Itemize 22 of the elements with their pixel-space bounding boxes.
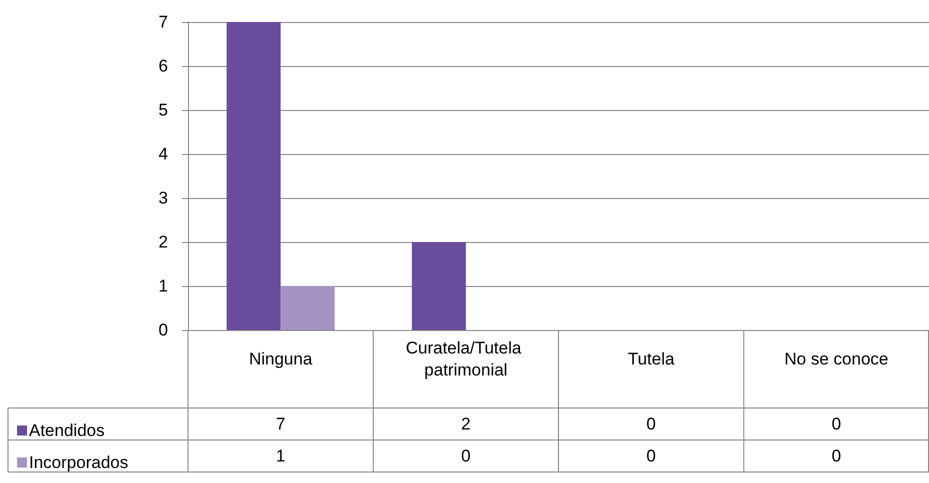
data-label: 2: [461, 414, 471, 434]
y-tick-label: 5: [158, 100, 168, 120]
data-label: 0: [461, 446, 471, 466]
data-label: 0: [646, 414, 656, 434]
y-tick-label: 3: [158, 188, 168, 208]
y-tick-label: 4: [158, 144, 168, 164]
x-tick-label: Curatela/Tutela patrimonial: [406, 338, 526, 380]
legend-label: Atendidos: [29, 421, 105, 440]
x-tick-label: Ninguna: [248, 350, 313, 368]
data-label: 0: [646, 446, 656, 466]
x-tick-label: Tutela: [628, 350, 675, 368]
x-tick-label: No se conoce: [784, 350, 888, 368]
data-label: 1: [276, 446, 286, 466]
y-tick-label: 7: [158, 12, 168, 32]
data-label: 0: [832, 414, 842, 434]
y-tick-label: 1: [158, 276, 168, 296]
y-tick-label: 0: [158, 320, 168, 340]
y-tick-label: 2: [158, 232, 168, 252]
legend-label: Incorporados: [29, 453, 128, 472]
y-tick-label: 6: [158, 56, 168, 76]
data-label: 0: [832, 446, 842, 466]
data-label: 7: [276, 414, 286, 434]
